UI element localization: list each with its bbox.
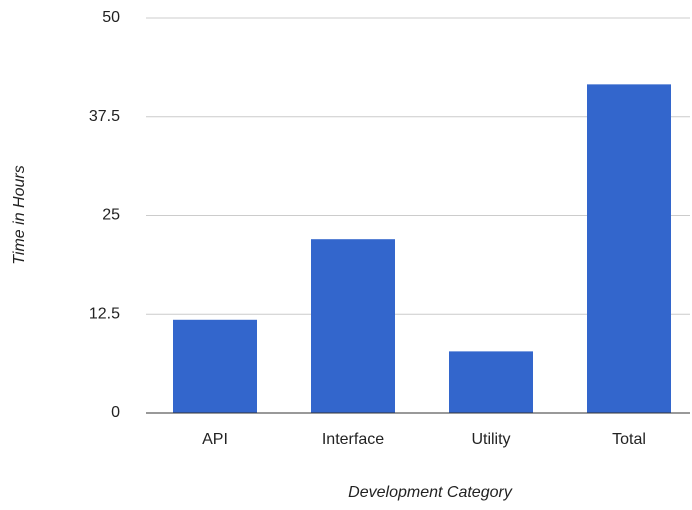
x-tick-label: Total bbox=[612, 431, 646, 448]
y-tick-label: 0 bbox=[111, 404, 120, 421]
y-tick-label: 25 bbox=[102, 207, 120, 224]
y-tick-label: 37.5 bbox=[89, 108, 120, 125]
x-tick-label: Utility bbox=[471, 431, 510, 448]
y-tick-label: 12.5 bbox=[89, 305, 120, 322]
bar bbox=[311, 239, 395, 413]
bar bbox=[173, 319, 257, 413]
y-tick-label: 50 bbox=[102, 9, 120, 26]
x-tick-label: Interface bbox=[322, 431, 384, 448]
y-axis-title: Time in Hours bbox=[11, 165, 28, 264]
bar bbox=[449, 351, 533, 413]
x-tick-label: API bbox=[202, 431, 228, 448]
x-axis-title: Development Category bbox=[348, 484, 513, 501]
bar bbox=[587, 84, 671, 414]
